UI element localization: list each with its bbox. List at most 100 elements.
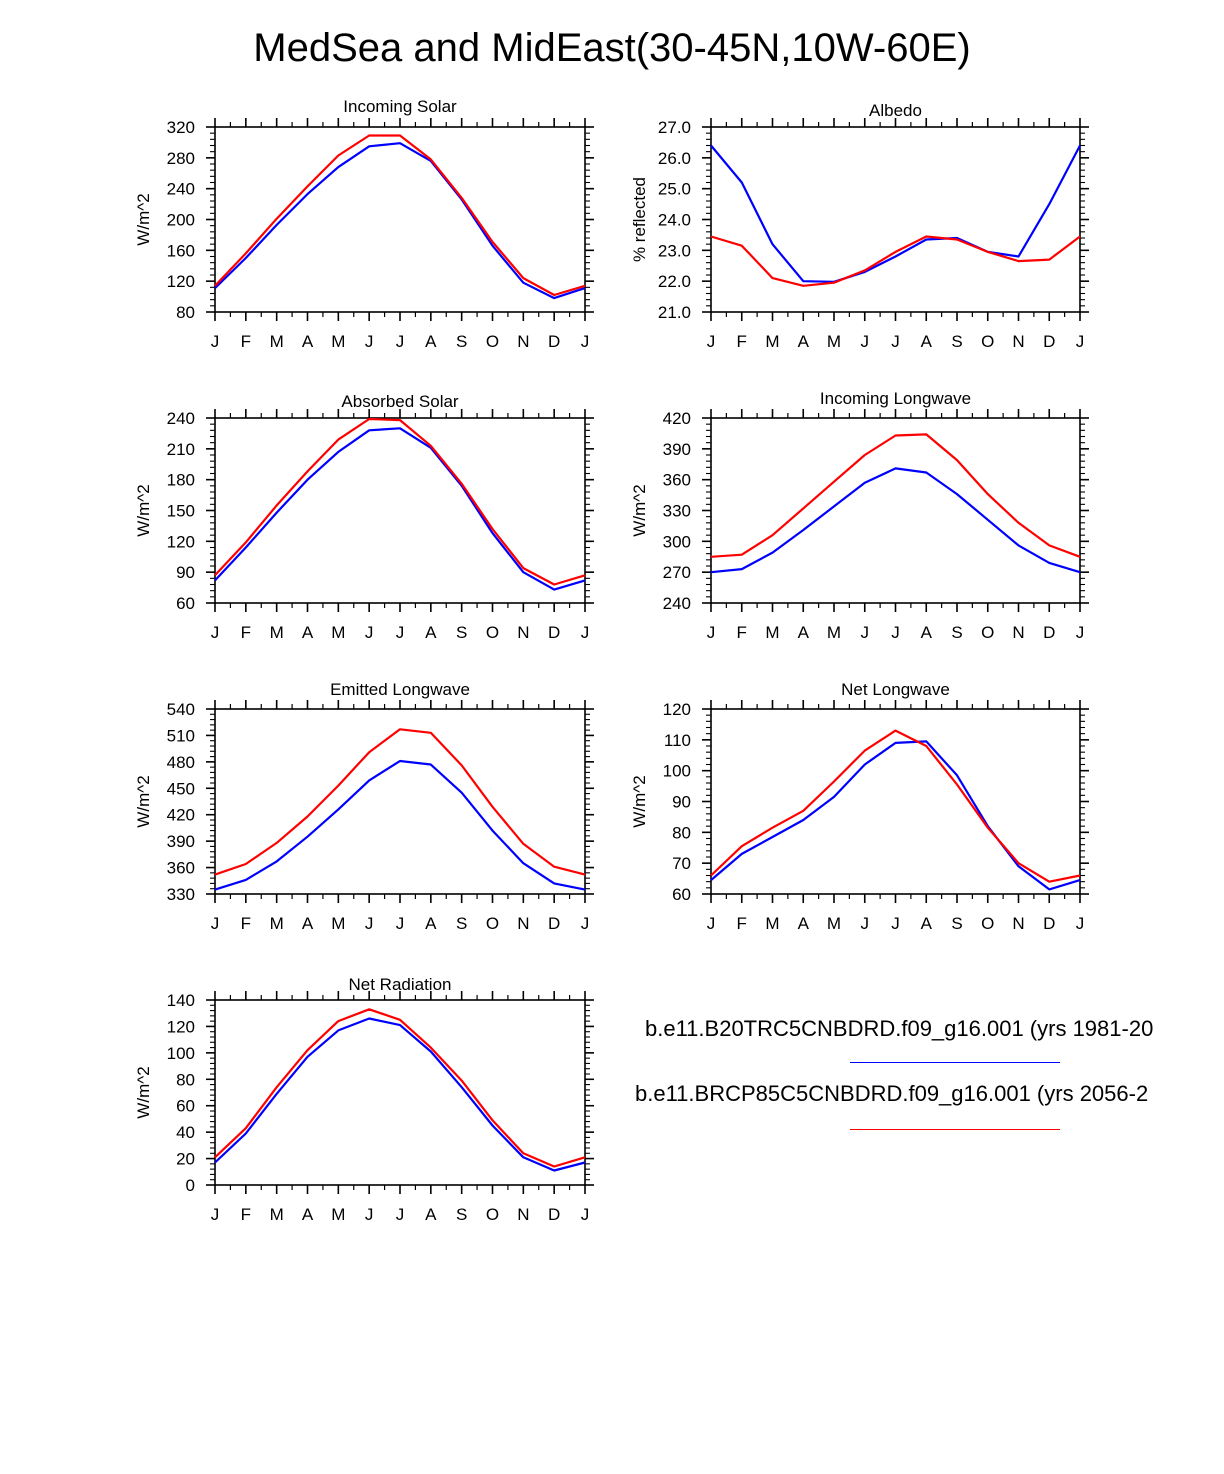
incoming-solar-y-tick-label: 200 [167, 211, 195, 230]
net-radiation-y-tick-label: 0 [186, 1176, 195, 1195]
incoming-longwave-series-rcp85-line [710, 433, 1081, 558]
incoming-longwave-panel-title: Incoming Longwave [820, 389, 971, 408]
incoming-longwave-x-tick-label: S [951, 623, 962, 642]
emitted-longwave-x-tick-label: J [581, 914, 590, 933]
emitted-longwave-x-tick-label: J [365, 914, 374, 933]
emitted-longwave-x-tick-label: A [425, 914, 437, 933]
albedo-y-tick-label: 26.0 [658, 149, 691, 168]
net-longwave-y-tick-label: 90 [672, 793, 691, 812]
incoming-solar-y-tick-label: 320 [167, 118, 195, 137]
net-radiation-x-tick-label: S [456, 1205, 467, 1224]
incoming-solar-y-tick-label: 240 [167, 180, 195, 199]
net-longwave-y-tick-label: 80 [672, 823, 691, 842]
absorbed-solar-y-tick-label: 210 [167, 440, 195, 459]
net-radiation-y-tick-label: 40 [176, 1123, 195, 1142]
albedo-y-tick-label: 24.0 [658, 211, 691, 230]
albedo-x-tick-label: M [765, 332, 779, 351]
emitted-longwave-series-rcp85-line [214, 728, 586, 876]
incoming-longwave-y-axis-label: W/m^2 [630, 484, 649, 536]
panel-incoming-solar: J F M A M J J A S O N D J80120160200240280320Incomin… [134, 97, 594, 351]
emitted-longwave-x-tick-label: N [517, 914, 529, 933]
absorbed-solar-x-tick-label: J [365, 623, 374, 642]
net-longwave-series-historical-line [710, 740, 1081, 891]
net-radiation-x-tick-label: M [331, 1205, 345, 1224]
absorbed-solar-x-tick-label: J [211, 623, 220, 642]
net-radiation-y-tick-label: 80 [176, 1070, 195, 1089]
absorbed-solar-y-tick-label: 180 [167, 471, 195, 490]
net-radiation-y-tick-label: 20 [176, 1150, 195, 1169]
net-longwave-x-tick-label: F [737, 914, 747, 933]
legend-label-historical: b.e11.B20TRC5CNBDRD.f09_g16.001 (yrs 198… [645, 1016, 1154, 1041]
net-longwave-x-tick-label: J [1076, 914, 1085, 933]
incoming-longwave-x-tick-label: J [861, 623, 870, 642]
emitted-longwave-x-tick-label: D [548, 914, 560, 933]
albedo-y-tick-label: 27.0 [658, 118, 691, 137]
albedo-panel-title: Albedo [869, 101, 922, 120]
net-radiation-x-tick-label: O [486, 1205, 499, 1224]
net-longwave-series-rcp85-line [710, 729, 1081, 883]
absorbed-solar-y-tick-label: 120 [167, 532, 195, 551]
incoming-solar-plot-frame [214, 126, 586, 313]
incoming-solar-x-tick-label: M [331, 332, 345, 351]
incoming-solar-x-tick-label: A [302, 332, 314, 351]
net-radiation-x-tick-label: D [548, 1205, 560, 1224]
net-longwave-x-tick-label: O [981, 914, 994, 933]
absorbed-solar-x-tick-label: S [456, 623, 467, 642]
absorbed-solar-x-tick-label: D [548, 623, 560, 642]
albedo-y-tick-label: 21.0 [658, 303, 691, 322]
emitted-longwave-x-tick-label: M [331, 914, 345, 933]
albedo-x-tick-label: S [951, 332, 962, 351]
absorbed-solar-y-tick-label: 60 [176, 594, 195, 613]
emitted-longwave-y-tick-label: 330 [167, 885, 195, 904]
net-radiation-x-tick-label: J [581, 1205, 590, 1224]
incoming-longwave-y-tick-label: 360 [663, 471, 691, 490]
incoming-longwave-plot-frame [710, 417, 1081, 604]
albedo-y-axis-label: % reflected [630, 177, 649, 262]
incoming-solar-x-tick-label: N [517, 332, 529, 351]
net-radiation-plot-frame [214, 999, 586, 1186]
panel-incoming-longwave: J F M A M J J A S O N D J240270300330360390420Incomi… [630, 389, 1089, 642]
absorbed-solar-panel-title: Absorbed Solar [341, 392, 459, 411]
net-radiation-x-tick-label: N [517, 1205, 529, 1224]
incoming-solar-x-tick-label: J [581, 332, 590, 351]
emitted-longwave-y-tick-label: 510 [167, 726, 195, 745]
incoming-longwave-y-tick-label: 240 [663, 594, 691, 613]
incoming-solar-x-tick-label: D [548, 332, 560, 351]
absorbed-solar-x-tick-label: J [396, 623, 405, 642]
net-radiation-y-tick-label: 140 [167, 991, 195, 1010]
albedo-x-tick-label: M [827, 332, 841, 351]
incoming-longwave-y-tick-label: 300 [663, 532, 691, 551]
absorbed-solar-x-tick-label: M [331, 623, 345, 642]
net-longwave-x-tick-label: J [707, 914, 716, 933]
albedo-y-tick-label: 22.0 [658, 272, 691, 291]
emitted-longwave-x-tick-label: J [211, 914, 220, 933]
absorbed-solar-y-tick-label: 240 [167, 409, 195, 428]
legend-line-rcp85 [850, 1129, 1060, 1130]
albedo-x-tick-label: F [737, 332, 747, 351]
incoming-longwave-series-historical-line [710, 467, 1081, 574]
net-radiation-x-tick-label: A [302, 1205, 314, 1224]
incoming-longwave-x-tick-label: N [1012, 623, 1024, 642]
net-longwave-y-tick-label: 110 [664, 731, 691, 750]
incoming-solar-x-tick-label: M [270, 332, 284, 351]
incoming-longwave-x-tick-label: J [1076, 623, 1085, 642]
net-longwave-y-tick-label: 120 [663, 700, 691, 719]
absorbed-solar-y-tick-label: 90 [176, 563, 195, 582]
albedo-x-tick-label: A [798, 332, 810, 351]
net-longwave-x-tick-label: N [1012, 914, 1024, 933]
incoming-longwave-x-tick-label: M [765, 623, 779, 642]
incoming-longwave-x-tick-label: M [827, 623, 841, 642]
emitted-longwave-x-tick-label: J [396, 914, 405, 933]
incoming-solar-x-tick-label: S [456, 332, 467, 351]
emitted-longwave-y-tick-label: 540 [167, 700, 195, 719]
absorbed-solar-series-historical-line [214, 427, 586, 591]
net-longwave-x-tick-label: A [798, 914, 810, 933]
legend-line-historical [850, 1062, 1060, 1063]
incoming-longwave-x-tick-label: J [891, 623, 900, 642]
net-longwave-y-tick-label: 100 [663, 762, 691, 781]
absorbed-solar-y-axis-label: W/m^2 [134, 484, 153, 536]
emitted-longwave-series-historical-line [214, 759, 586, 891]
absorbed-solar-series-rcp85-line [214, 417, 586, 586]
emitted-longwave-y-tick-label: 390 [167, 832, 195, 851]
